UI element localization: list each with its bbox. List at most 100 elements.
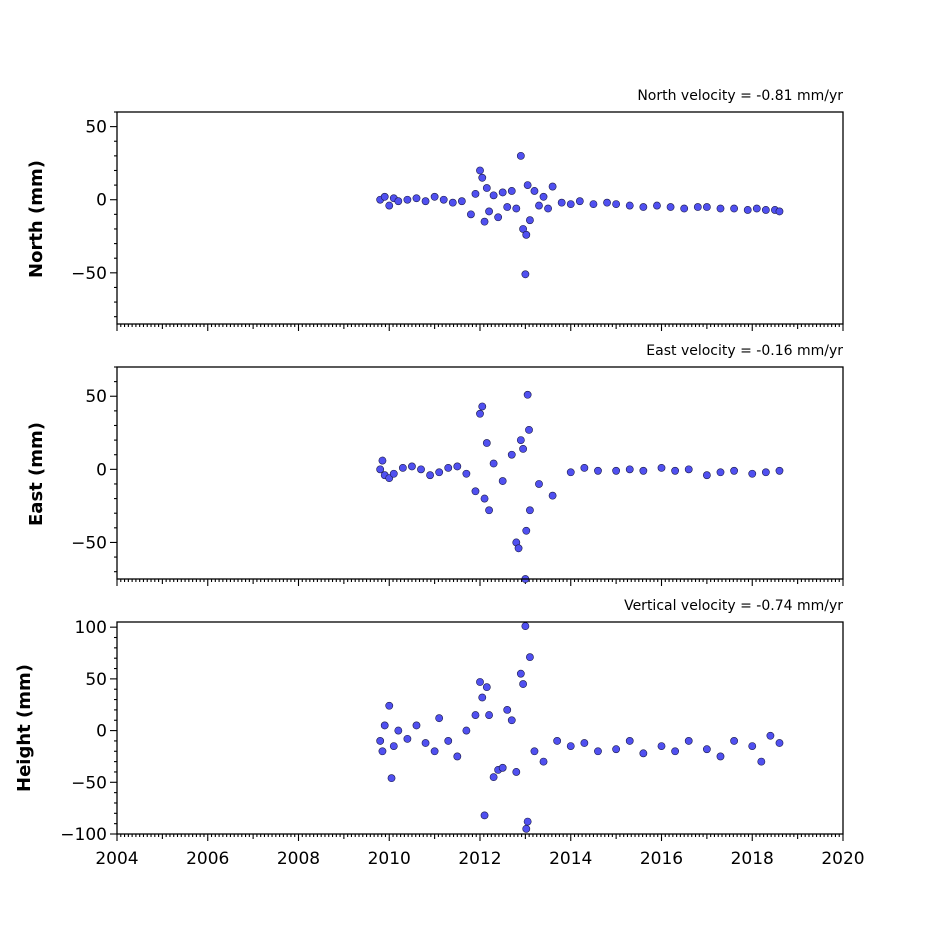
east-data-point — [566, 468, 575, 477]
east-data-point — [775, 466, 784, 475]
height-data-point — [625, 737, 634, 745]
vertical-velocity-annotation: Vertical velocity = -0.74 mm/yr — [624, 598, 843, 614]
north-data-point — [412, 194, 421, 203]
north-data-point — [503, 203, 512, 211]
north-data-point — [716, 204, 725, 213]
x-tick-label: 2006 — [186, 849, 229, 869]
north-data-point — [702, 203, 711, 211]
north-data-point — [471, 189, 480, 198]
height-data-point — [522, 824, 531, 833]
height-data-point — [385, 701, 394, 710]
north-data-point — [516, 151, 525, 160]
east-data-point — [702, 471, 711, 480]
east-data-point — [548, 491, 557, 500]
north-data-point — [385, 201, 394, 210]
east-axis-ticks: 50 0 −50 — [71, 366, 844, 586]
height-data-point — [553, 737, 562, 745]
east-data-point — [478, 402, 487, 411]
height-data-point — [566, 742, 575, 750]
height-data-point — [766, 731, 775, 740]
y-tick-label: 0 — [96, 460, 107, 480]
north-data-point — [539, 192, 548, 201]
east-data-point — [625, 465, 634, 474]
height-data-point — [748, 742, 757, 750]
east-data-point — [519, 444, 528, 453]
y-tick-label: −50 — [71, 264, 107, 284]
north-data-point — [761, 206, 770, 214]
north-data-point — [448, 198, 457, 207]
east-data-point — [480, 494, 489, 503]
east-panel: East velocity = -0.16 mm/yr East (mm) 50… — [26, 343, 844, 586]
north-data-point — [530, 187, 539, 195]
height-data-point — [480, 811, 489, 820]
east-data-point — [639, 466, 648, 475]
height-plot-frame — [116, 621, 844, 835]
north-data-point — [666, 203, 675, 211]
height-data-point — [444, 737, 453, 745]
east-data-point — [535, 480, 543, 488]
east-y-axis-label: East (mm) — [26, 422, 47, 526]
east-data-point — [526, 506, 534, 515]
height-data-point — [403, 734, 412, 743]
north-data-point — [743, 206, 752, 214]
height-panel: Vertical velocity = -0.74 mm/yr Height (… — [14, 598, 865, 869]
height-data-point — [387, 774, 396, 783]
x-tick-label: 2012 — [458, 849, 501, 869]
north-data-point — [526, 216, 534, 225]
height-data-point — [612, 745, 621, 754]
x-tick-label: 2014 — [549, 849, 592, 869]
north-scatter-points — [376, 151, 784, 279]
east-velocity-annotation: East velocity = -0.16 mm/yr — [646, 343, 843, 359]
east-data-point — [485, 506, 493, 515]
height-data-point — [671, 747, 680, 756]
height-data-point — [530, 747, 539, 756]
height-data-point — [580, 739, 589, 747]
north-data-point — [557, 198, 566, 207]
east-data-point — [462, 469, 471, 478]
x-tick-label: 2018 — [731, 849, 774, 869]
north-data-point — [439, 195, 448, 204]
height-data-point — [503, 706, 512, 714]
north-data-point — [489, 191, 498, 200]
height-data-point — [507, 716, 516, 725]
north-data-point — [507, 187, 516, 195]
north-axis-ticks: 50 0 −50 — [71, 111, 844, 331]
height-data-point — [478, 693, 487, 702]
height-data-point — [376, 737, 385, 745]
height-data-point — [639, 749, 648, 758]
north-data-point — [482, 184, 491, 192]
height-data-point — [489, 773, 498, 782]
north-data-point — [566, 200, 575, 209]
north-data-point — [478, 173, 487, 182]
height-data-point — [539, 757, 548, 766]
y-tick-label: 0 — [96, 722, 107, 742]
north-data-point — [730, 204, 738, 213]
east-data-point — [761, 468, 770, 477]
height-data-point — [523, 817, 532, 826]
height-data-point — [412, 721, 421, 730]
height-data-point — [757, 757, 766, 766]
north-data-point — [603, 198, 611, 207]
north-data-point — [457, 197, 466, 206]
east-plot-frame — [116, 366, 844, 580]
east-data-point — [482, 439, 491, 447]
east-data-point — [580, 463, 589, 472]
east-data-point — [453, 462, 462, 471]
north-data-point — [521, 270, 530, 279]
height-data-point — [716, 752, 725, 761]
height-data-point — [594, 747, 602, 756]
north-data-point — [523, 181, 532, 190]
height-data-point — [462, 726, 471, 735]
north-data-point — [752, 204, 761, 213]
height-data-point — [380, 721, 389, 730]
east-scatter-points — [376, 390, 784, 583]
north-data-point — [421, 197, 430, 206]
height-data-point — [684, 737, 693, 745]
y-tick-label: −100 — [60, 825, 107, 845]
east-data-point — [657, 463, 666, 472]
east-data-point — [516, 436, 525, 445]
height-data-point — [394, 726, 403, 735]
east-data-point — [471, 487, 480, 496]
north-data-point — [476, 166, 484, 175]
north-velocity-annotation: North velocity = -0.81 mm/yr — [637, 88, 843, 104]
